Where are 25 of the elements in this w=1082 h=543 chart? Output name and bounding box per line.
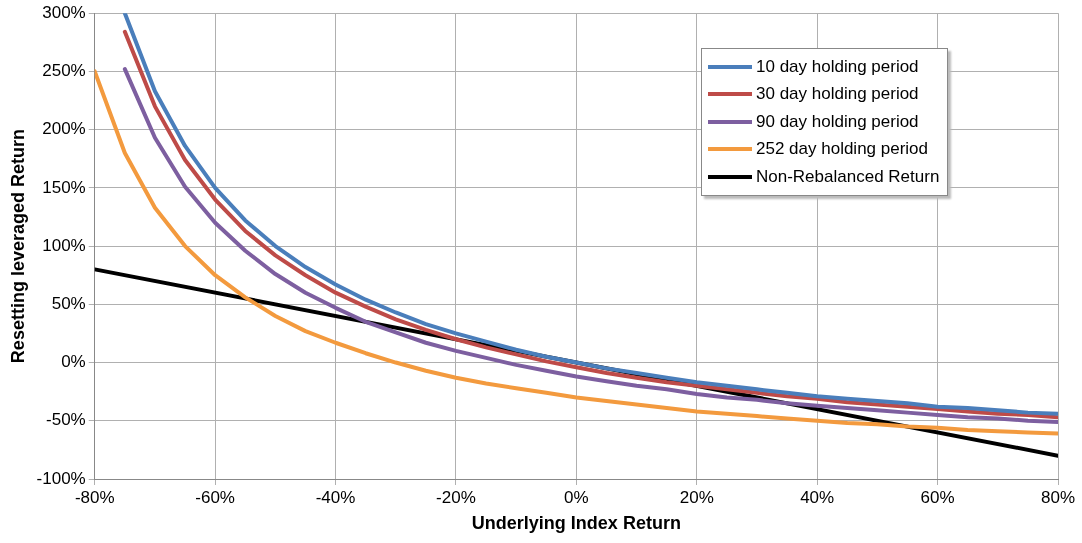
legend-label: 30 day holding period bbox=[756, 84, 919, 105]
x-tick-label: 80% bbox=[1040, 487, 1076, 507]
x-axis-title: Underlying Index Return bbox=[471, 513, 681, 534]
x-tick-label: -40% bbox=[315, 487, 356, 507]
x-tick-label: -80% bbox=[74, 487, 115, 507]
x-tick-label: -20% bbox=[436, 487, 476, 507]
legend-label: Non-Rebalanced Return bbox=[756, 166, 940, 187]
y-tick-label: -100% bbox=[36, 468, 86, 488]
x-tick-label: 40% bbox=[800, 487, 835, 507]
x-tick-label: 20% bbox=[679, 487, 714, 507]
x-tick-label: 60% bbox=[920, 487, 955, 507]
legend-label: 90 day holding period bbox=[756, 111, 919, 132]
y-axis-title: Resetting leveraged Return bbox=[7, 129, 28, 364]
y-tick-label: 300% bbox=[42, 2, 86, 22]
x-tick-label: -60% bbox=[195, 487, 235, 507]
legend-label: 10 day holding period bbox=[756, 56, 919, 77]
y-tick-label: 200% bbox=[42, 119, 86, 139]
legend-label: 252 day holding period bbox=[756, 139, 929, 160]
y-tick-label: 100% bbox=[42, 235, 86, 255]
y-tick-label: -50% bbox=[46, 410, 86, 430]
y-tick-label: 150% bbox=[42, 177, 86, 197]
y-tick-label: 250% bbox=[42, 61, 86, 81]
y-tick-label: 50% bbox=[51, 294, 86, 314]
y-tick-label: 0% bbox=[61, 352, 86, 372]
x-tick-label: 0% bbox=[564, 487, 589, 507]
